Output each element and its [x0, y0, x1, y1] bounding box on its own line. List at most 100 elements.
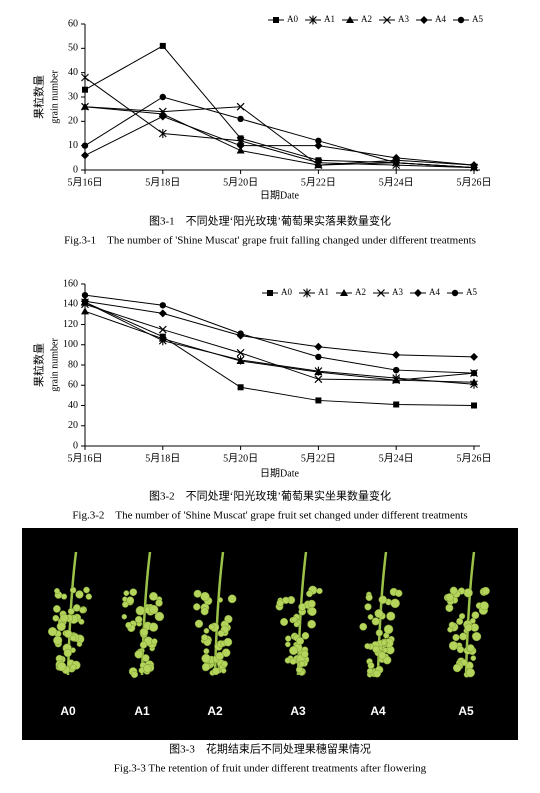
y-tick-label: 60 — [68, 380, 78, 391]
grape-berry — [54, 587, 60, 594]
data-point — [82, 86, 88, 93]
grape-berry — [364, 643, 371, 650]
grape-berry — [390, 598, 400, 609]
y-tick-label: 80 — [68, 359, 78, 370]
y-tick-label: 20 — [68, 116, 78, 127]
data-point — [392, 153, 401, 162]
legend-marker — [273, 17, 279, 23]
data-point — [81, 102, 89, 111]
grape-berry — [193, 603, 201, 611]
grape-berry — [69, 586, 77, 594]
series-line — [84, 96, 475, 169]
grape-berry — [464, 623, 473, 632]
legend-label: A1 — [318, 287, 329, 297]
photo-label: A4 — [370, 704, 386, 718]
y-axis-label: 果粒数量 — [32, 343, 46, 387]
grape-berry — [141, 654, 150, 662]
grape-berry — [69, 634, 77, 642]
grape-berry — [201, 653, 211, 663]
legend-marker — [303, 288, 311, 298]
caption-en: Fig.3-1 The number of 'Shine Muscat' gra… — [64, 235, 476, 247]
data-point — [314, 342, 323, 351]
x-axis-label: 日期Date — [260, 467, 299, 479]
grape-berry — [359, 622, 368, 631]
legend-marker — [457, 16, 465, 24]
grape-berry — [280, 617, 289, 626]
grape-berry — [211, 667, 220, 676]
data-point — [315, 397, 322, 404]
grape-berry — [316, 587, 323, 595]
grape-berry — [282, 596, 290, 604]
data-point — [81, 142, 89, 149]
data-point — [470, 352, 478, 361]
grape-berry — [193, 589, 202, 598]
grape-berry — [289, 658, 297, 665]
legend-marker — [377, 289, 385, 297]
grape-berry — [448, 641, 459, 651]
data-point — [237, 384, 244, 391]
x-axis-label: 日期Date — [260, 189, 299, 201]
data-point — [81, 307, 89, 315]
grape-berry — [217, 629, 225, 637]
photo-label: A2 — [207, 704, 223, 718]
grape-berry — [75, 590, 84, 599]
legend-marker — [420, 16, 428, 24]
grape-berry — [378, 595, 388, 604]
x-tick-label: 5月24日 — [379, 176, 414, 188]
grape-berry — [471, 611, 480, 620]
grape-berry — [126, 596, 135, 605]
y-tick-label: 50 — [68, 43, 78, 54]
grape-berry — [469, 617, 476, 624]
legend-label: A0 — [281, 287, 292, 297]
grape-berry — [121, 613, 128, 620]
grape-berry — [307, 619, 316, 629]
x-tick-label: 5月18日 — [145, 176, 180, 188]
data-point — [471, 402, 477, 409]
y-tick-label: 140 — [63, 299, 78, 310]
grape-berry — [298, 660, 305, 667]
grape-berry — [386, 611, 396, 621]
grape-berry — [79, 607, 86, 614]
series-line — [84, 115, 475, 166]
data-point — [81, 73, 89, 83]
grape-berry — [276, 599, 284, 607]
legend-marker — [451, 289, 459, 297]
legend-label: A5 — [472, 14, 483, 24]
y-axis-label: grain number — [49, 70, 60, 124]
data-point — [236, 348, 245, 357]
grape-berry — [63, 648, 72, 658]
grape-berry — [367, 614, 374, 620]
y-tick-label: 120 — [63, 319, 78, 330]
grape-berry — [61, 593, 68, 600]
legend-marker — [267, 290, 273, 296]
data-point — [236, 356, 245, 364]
grape-berry — [143, 664, 152, 673]
grape-berry — [130, 670, 139, 679]
grape-berry — [215, 651, 224, 661]
legend-label: A2 — [355, 287, 366, 297]
grape-berry — [201, 662, 211, 672]
grape-berry — [382, 647, 389, 653]
data-point — [470, 164, 478, 171]
legend-label: A4 — [429, 287, 440, 297]
grape-berry — [375, 629, 383, 637]
grape-berry — [85, 593, 93, 600]
photo-label: A3 — [290, 704, 306, 718]
data-point — [393, 401, 400, 408]
data-point — [81, 291, 89, 299]
data-point — [393, 159, 400, 166]
grape-berry — [139, 641, 148, 649]
grape-berry — [289, 646, 299, 656]
grape-berry — [374, 609, 384, 618]
legend-label: A4 — [435, 14, 446, 24]
caption-en: Fig.3-3 The retention of fruit under dif… — [114, 763, 427, 775]
grape-berry — [154, 611, 165, 622]
x-tick-label: 5月20日 — [223, 452, 258, 464]
grape-berry — [200, 591, 210, 602]
data-point — [237, 115, 244, 123]
data-point — [158, 309, 167, 318]
grape-berry — [378, 651, 387, 660]
data-point — [237, 330, 244, 337]
legend-marker — [346, 16, 354, 23]
